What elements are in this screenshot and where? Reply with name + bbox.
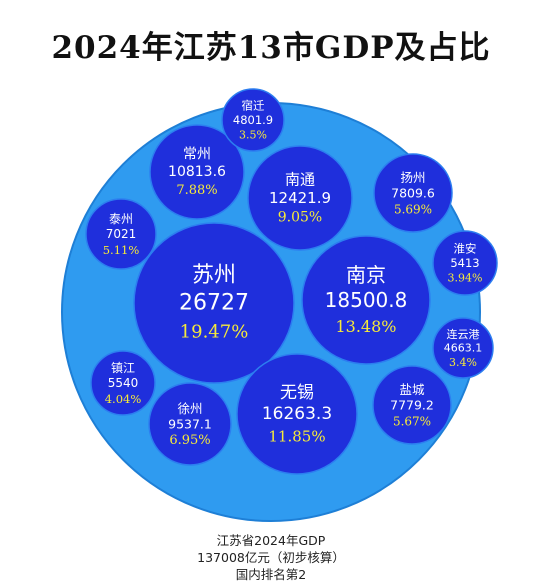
bubble-share-label: 7.88% bbox=[176, 183, 217, 198]
bubble-gdp-label: 4663.1 bbox=[444, 342, 483, 355]
bubble: 苏州 26727 19.47% bbox=[133, 222, 295, 384]
bubble-gdp-label: 12421.9 bbox=[269, 189, 331, 207]
bubble-city-label: 无锡 bbox=[280, 383, 314, 403]
bubble-gdp-label: 26727 bbox=[179, 291, 249, 316]
bubble-city-label: 镇江 bbox=[111, 361, 135, 375]
bubble-gdp-label: 7779.2 bbox=[390, 398, 434, 413]
bubble-share-label: 6.95% bbox=[169, 433, 210, 448]
bubble-share-label: 3.4% bbox=[449, 356, 477, 369]
bubble-city-label: 南京 bbox=[346, 263, 386, 287]
bubble-circle bbox=[432, 317, 494, 379]
bubble-share-label: 11.85% bbox=[268, 427, 325, 445]
bubble-gdp-label: 4801.9 bbox=[233, 113, 273, 127]
bubble-city-label: 常州 bbox=[183, 147, 211, 163]
bubble-gdp-label: 10813.6 bbox=[168, 164, 226, 180]
bubble-city-label: 扬州 bbox=[400, 170, 425, 185]
bubble-share-label: 5.69% bbox=[394, 202, 432, 216]
bubble-circle bbox=[372, 365, 452, 445]
bubble-gdp-label: 16263.3 bbox=[262, 404, 332, 424]
bubble-share-label: 5.11% bbox=[103, 243, 140, 257]
bubble-gdp-label: 9537.1 bbox=[168, 417, 212, 432]
chart-title: 2024年江苏13市GDP及占比 bbox=[51, 30, 491, 66]
bubble-circle bbox=[247, 145, 353, 251]
bubble-city-label: 泰州 bbox=[109, 212, 133, 226]
bubble-city-label: 苏州 bbox=[192, 263, 236, 288]
bubble-share-label: 4.04% bbox=[105, 392, 142, 406]
bubble-circle bbox=[148, 382, 232, 466]
bubble-gdp-label: 7021 bbox=[106, 227, 137, 241]
bubble-city-label: 盐城 bbox=[399, 382, 425, 397]
footer-line-1: 江苏省2024年GDP bbox=[216, 533, 326, 548]
bubble-gdp-label: 18500.8 bbox=[325, 288, 408, 312]
bubble-gdp-label: 7809.6 bbox=[391, 186, 435, 201]
bubble-gdp-label: 5540 bbox=[108, 376, 139, 390]
footer-line-3: 国内排名第2 bbox=[235, 567, 307, 582]
bubble-share-label: 9.05% bbox=[278, 210, 322, 226]
bubble-circle bbox=[221, 88, 285, 152]
bubble-city-label: 南通 bbox=[285, 170, 315, 188]
bubble-circle bbox=[301, 235, 431, 365]
bubble-circle bbox=[85, 198, 157, 270]
bubble-city-label: 宿迁 bbox=[242, 99, 265, 113]
bubble-circle bbox=[90, 350, 156, 416]
bubble-share-label: 3.5% bbox=[239, 129, 267, 142]
bubble-gdp-label: 5413 bbox=[450, 256, 479, 270]
bubble-city-label: 徐州 bbox=[177, 401, 202, 416]
footer-line-2: 137008亿元（初步核算） bbox=[197, 550, 345, 565]
bubble-city-label: 淮安 bbox=[454, 242, 477, 256]
bubble-share-label: 19.47% bbox=[180, 321, 249, 342]
bubble-circle bbox=[432, 230, 498, 296]
bubble-circle bbox=[236, 353, 358, 475]
bubble-share-label: 3.94% bbox=[448, 272, 483, 285]
bubble-circle bbox=[133, 222, 295, 384]
bubble-share-label: 5.67% bbox=[393, 414, 431, 428]
bubble-circle bbox=[149, 124, 245, 220]
bubble-circle bbox=[373, 153, 453, 233]
bubble-share-label: 13.48% bbox=[335, 317, 396, 336]
bubble-city-label: 连云港 bbox=[447, 328, 480, 341]
